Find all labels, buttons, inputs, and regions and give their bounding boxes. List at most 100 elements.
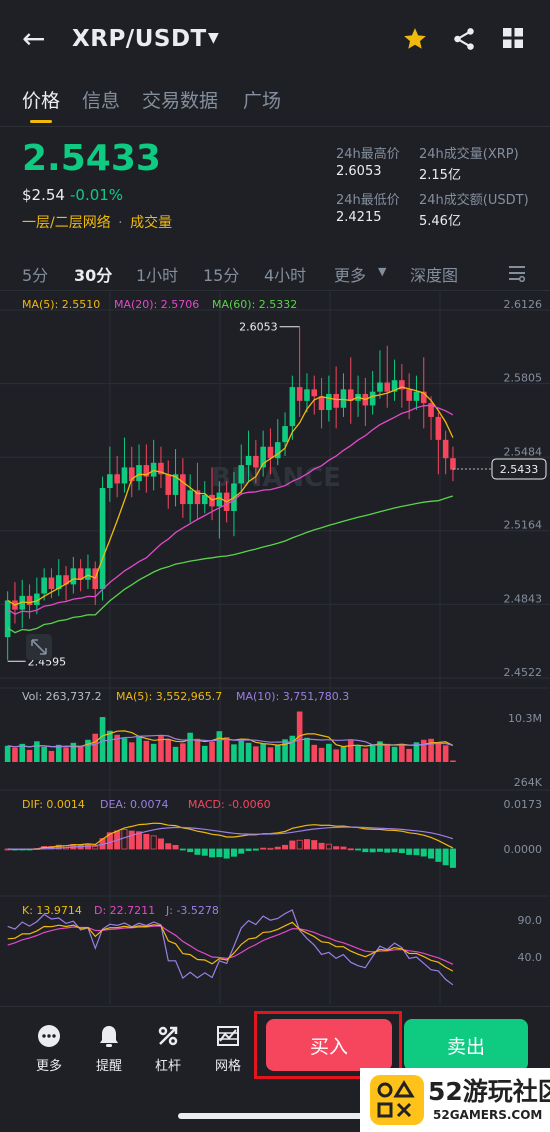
candle-body [41, 577, 47, 594]
chart-grid [0, 292, 550, 1004]
interval-30m[interactable]: 30分 [74, 266, 113, 285]
expand-icon-glyph [31, 639, 47, 655]
stat-turnover-label: 24h成交额(USDT) [419, 193, 529, 208]
kdj-line [7, 921, 454, 972]
price-axis-label: 2.4843 [504, 592, 543, 605]
price-axis-label: 2.5484 [504, 445, 543, 458]
macd-bar [136, 831, 143, 850]
candle-body [369, 391, 376, 406]
nav-alert[interactable]: 提醒 [84, 1021, 134, 1074]
kdj-axis-label: 90.0 [518, 914, 543, 927]
share-icon[interactable] [451, 26, 477, 52]
interval-more[interactable]: 更多 [334, 266, 367, 285]
volume-bar [143, 740, 150, 762]
candle-body [318, 396, 325, 411]
macd-bar [157, 838, 164, 850]
volume-bar [26, 749, 33, 762]
candle-body [413, 391, 420, 401]
macd-bar [406, 848, 413, 855]
tab-square[interactable]: 广场 [243, 90, 282, 112]
macd-bar [260, 847, 267, 850]
volume-bar [150, 743, 157, 762]
macd-bar [311, 840, 318, 850]
tab-trading-data[interactable]: 交易数据 [142, 90, 219, 112]
ma-line [7, 386, 454, 606]
volume-bar [245, 742, 252, 762]
volume-bar [63, 747, 69, 762]
price-axis-label: 2.4522 [504, 666, 543, 679]
interval-5m[interactable]: 5分 [22, 266, 49, 285]
volume-legend-item: Vol: 263,737.2 [22, 690, 102, 703]
volume-bar [231, 744, 237, 762]
caret-down-icon[interactable]: ▼ [208, 30, 219, 46]
caret-down-icon[interactable]: ▼ [378, 265, 387, 278]
back-arrow-icon[interactable]: ← [22, 22, 46, 55]
volume-bar [209, 741, 215, 762]
nav-margin[interactable]: 杠杆 [143, 1021, 193, 1074]
macd-bar [238, 848, 245, 854]
volume-bar [85, 739, 91, 762]
current-price-tag [491, 458, 547, 480]
sell-button[interactable]: 卖出 [404, 1019, 528, 1071]
candle-body [85, 568, 91, 580]
buy-button[interactable]: 买入 [266, 1019, 392, 1071]
macd-bar [216, 848, 223, 858]
volume-bar [391, 746, 398, 762]
depth-chart-tab[interactable]: 深度图 [410, 266, 459, 285]
candle-body [172, 474, 179, 495]
volume-bar [267, 747, 274, 762]
candle-body [99, 488, 106, 589]
candles [4, 327, 456, 661]
tag-layer-network[interactable]: 一层/二层网络 [22, 215, 111, 231]
candle-body [238, 465, 245, 484]
volume-bar [355, 745, 361, 762]
chart-settings-icon[interactable] [507, 264, 527, 286]
candle-body [55, 575, 62, 589]
tab-info[interactable]: 信息 [82, 90, 121, 112]
volume-ma-line [7, 734, 454, 748]
macd-bar [340, 846, 347, 850]
kline-chart[interactable]: BINANCE MA(5): 2.5510 MA(20): 2.5706 MA(60… [0, 292, 550, 1004]
nav-margin-label: 杠杆 [154, 1059, 181, 1074]
interval-bar: 5分 30分 1小时 15分 4小时 更多 ▼ 深度图 [0, 262, 550, 286]
nav-grid[interactable]: 网格 [203, 1021, 253, 1074]
tag-volume[interactable]: 成交量 [130, 215, 173, 231]
macd-bar [420, 848, 427, 857]
stat-high-label: 24h最高价 [336, 147, 400, 162]
volume-bar [369, 744, 376, 762]
candle-body [304, 389, 310, 401]
macd-pane: DIF: 0.0014 DEA: 0.0074 MACD: -0.0060 0.017… [4, 798, 543, 868]
divider [0, 290, 550, 291]
interval-4h[interactable]: 4小时 [264, 266, 307, 285]
volume-bar [450, 760, 456, 762]
volume-bar [304, 737, 310, 762]
tab-price[interactable]: 价格 [22, 90, 61, 112]
macd-bar [362, 848, 369, 853]
nav-more-label: 更多 [35, 1059, 62, 1074]
pair-title[interactable]: XRP/USDT [72, 26, 207, 52]
kdj-line [7, 909, 454, 986]
kdj-legend-item: K: 13.9714 [22, 904, 82, 917]
interval-1h[interactable]: 1小时 [136, 266, 179, 285]
volume-bar [326, 743, 332, 762]
volume-bar [413, 742, 420, 762]
volume-bar [333, 749, 339, 762]
nav-more[interactable]: 更多 [24, 1021, 74, 1074]
star-icon[interactable] [402, 26, 428, 52]
kdj-legend-item: J: -3.5278 [165, 904, 219, 917]
macd-bar [376, 848, 383, 852]
macd-axis-label: 0.0000 [504, 843, 543, 856]
grid-icon[interactable] [501, 26, 527, 52]
macd-bar [179, 848, 186, 851]
macd-bar [449, 848, 456, 868]
interval-15m[interactable]: 15分 [203, 266, 240, 285]
macd-axis-label: 0.0173 [504, 798, 543, 811]
volume-bar [41, 746, 47, 762]
bell-icon [84, 1021, 134, 1051]
ma-lines [7, 386, 454, 634]
candle-body [384, 382, 391, 392]
volume-bar [274, 745, 281, 762]
usd-price: $2.54 [22, 186, 65, 204]
volume-bar [420, 739, 427, 762]
volume-bar [296, 711, 303, 762]
